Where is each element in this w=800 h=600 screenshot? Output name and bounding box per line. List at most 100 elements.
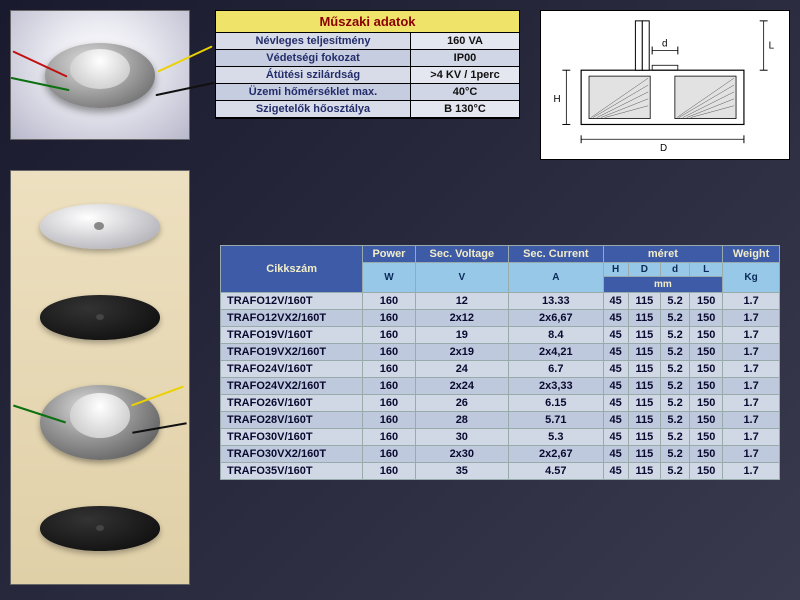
spec-label: Védetségi fokozat: [216, 50, 411, 67]
table-cell: TRAFO24VX2/160T: [221, 378, 363, 395]
technical-drawing: d L H D: [540, 10, 790, 160]
table-row: TRAFO30V/160T160305.3451155.21501.7: [221, 429, 780, 446]
table-cell: 5.2: [661, 429, 690, 446]
table-cell: 5.2: [661, 310, 690, 327]
table-cell: 1.7: [723, 344, 780, 361]
table-cell: 5.71: [509, 412, 604, 429]
table-cell: 1.7: [723, 395, 780, 412]
table-cell: 5.2: [661, 378, 690, 395]
table-cell: 115: [628, 378, 660, 395]
table-cell: 1.7: [723, 412, 780, 429]
toroidal-core-graphic: [40, 385, 160, 460]
unit-a: A: [509, 263, 604, 293]
spec-row: Védetségi fokozatIP00: [216, 50, 519, 67]
table-cell: 160: [363, 378, 415, 395]
table-row: TRAFO24V/160T160246.7451155.21501.7: [221, 361, 780, 378]
table-cell: 2x4,21: [509, 344, 604, 361]
table-cell: 150: [690, 378, 723, 395]
table-cell: 115: [628, 412, 660, 429]
table-cell: 2x3,33: [509, 378, 604, 395]
table-cell: 115: [628, 463, 660, 480]
dim-H: H: [603, 263, 628, 277]
spec-row: Átütési szilárdság>4 KV / 1perc: [216, 67, 519, 84]
exploded-components-photo: [10, 170, 190, 585]
dim-d: d: [661, 263, 690, 277]
wire-yellow: [131, 386, 183, 407]
table-cell: 115: [628, 446, 660, 463]
table-cell: 19: [415, 327, 508, 344]
table-cell: TRAFO24V/160T: [221, 361, 363, 378]
table-cell: 5.2: [661, 446, 690, 463]
rubber-pad-top-graphic: [40, 295, 160, 340]
table-cell: 150: [690, 344, 723, 361]
table-cell: 160: [363, 412, 415, 429]
table-cell: 5.2: [661, 293, 690, 310]
table-cell: 5.2: [661, 412, 690, 429]
table-cell: 150: [690, 412, 723, 429]
col-meret: méret: [603, 246, 723, 263]
dim-L: L: [690, 263, 723, 277]
table-cell: 45: [603, 344, 628, 361]
table-cell: 45: [603, 446, 628, 463]
table-cell: 45: [603, 293, 628, 310]
unit-v: V: [415, 263, 508, 293]
spec-value: IP00: [411, 50, 519, 67]
table-cell: 115: [628, 310, 660, 327]
table-cell: TRAFO12VX2/160T: [221, 310, 363, 327]
table-cell: TRAFO35V/160T: [221, 463, 363, 480]
table-cell: 1.7: [723, 327, 780, 344]
spec-title: Műszaki adatok: [216, 11, 519, 33]
wire-green: [10, 76, 69, 90]
table-cell: 150: [690, 327, 723, 344]
product-photo-transformer: [10, 10, 190, 140]
table-cell: TRAFO30V/160T: [221, 429, 363, 446]
table-cell: 26: [415, 395, 508, 412]
table-cell: 6.7: [509, 361, 604, 378]
table-cell: 5.2: [661, 463, 690, 480]
dim-label-H: H: [554, 94, 561, 105]
table-row: TRAFO30VX2/160T1602x302x2,67451155.21501…: [221, 446, 780, 463]
table-cell: 1.7: [723, 310, 780, 327]
table-row: TRAFO28V/160T160285.71451155.21501.7: [221, 412, 780, 429]
col-weight: Weight: [723, 246, 780, 263]
table-cell: 160: [363, 361, 415, 378]
table-cell: 150: [690, 361, 723, 378]
table-cell: 160: [363, 395, 415, 412]
table-cell: 150: [690, 429, 723, 446]
table-cell: 5.2: [661, 361, 690, 378]
table-cell: 45: [603, 395, 628, 412]
table-cell: 2x2,67: [509, 446, 604, 463]
table-cell: TRAFO30VX2/160T: [221, 446, 363, 463]
table-cell: 45: [603, 378, 628, 395]
spec-table: Műszaki adatok Névleges teljesítmény160 …: [215, 10, 520, 119]
table-row: TRAFO24VX2/160T1602x242x3,33451155.21501…: [221, 378, 780, 395]
wire-green: [13, 405, 66, 424]
table-cell: 45: [603, 429, 628, 446]
table-cell: 45: [603, 327, 628, 344]
table-cell: 5.3: [509, 429, 604, 446]
table-cell: 150: [690, 293, 723, 310]
metal-washer-graphic: [40, 204, 160, 249]
table-cell: 1.7: [723, 446, 780, 463]
table-cell: 115: [628, 344, 660, 361]
table-cell: 24: [415, 361, 508, 378]
table-row: TRAFO19V/160T160198.4451155.21501.7: [221, 327, 780, 344]
table-cell: 5.2: [661, 344, 690, 361]
table-cell: 150: [690, 446, 723, 463]
table-cell: 2x6,67: [509, 310, 604, 327]
unit-w: W: [363, 263, 415, 293]
table-cell: 160: [363, 327, 415, 344]
table-row: TRAFO19VX2/160T1602x192x4,21451155.21501…: [221, 344, 780, 361]
table-row: TRAFO12VX2/160T1602x122x6,67451155.21501…: [221, 310, 780, 327]
products-table: Cikkszám Power Sec. Voltage Sec. Current…: [220, 245, 780, 480]
table-cell: 1.7: [723, 429, 780, 446]
col-power: Power: [363, 246, 415, 263]
table-cell: 1.7: [723, 378, 780, 395]
col-voltage: Sec. Voltage: [415, 246, 508, 263]
table-cell: 150: [690, 310, 723, 327]
table-cell: 115: [628, 293, 660, 310]
table-cell: 35: [415, 463, 508, 480]
table-cell: 2x12: [415, 310, 508, 327]
dim-label-D: D: [660, 143, 667, 154]
table-cell: TRAFO28V/160T: [221, 412, 363, 429]
